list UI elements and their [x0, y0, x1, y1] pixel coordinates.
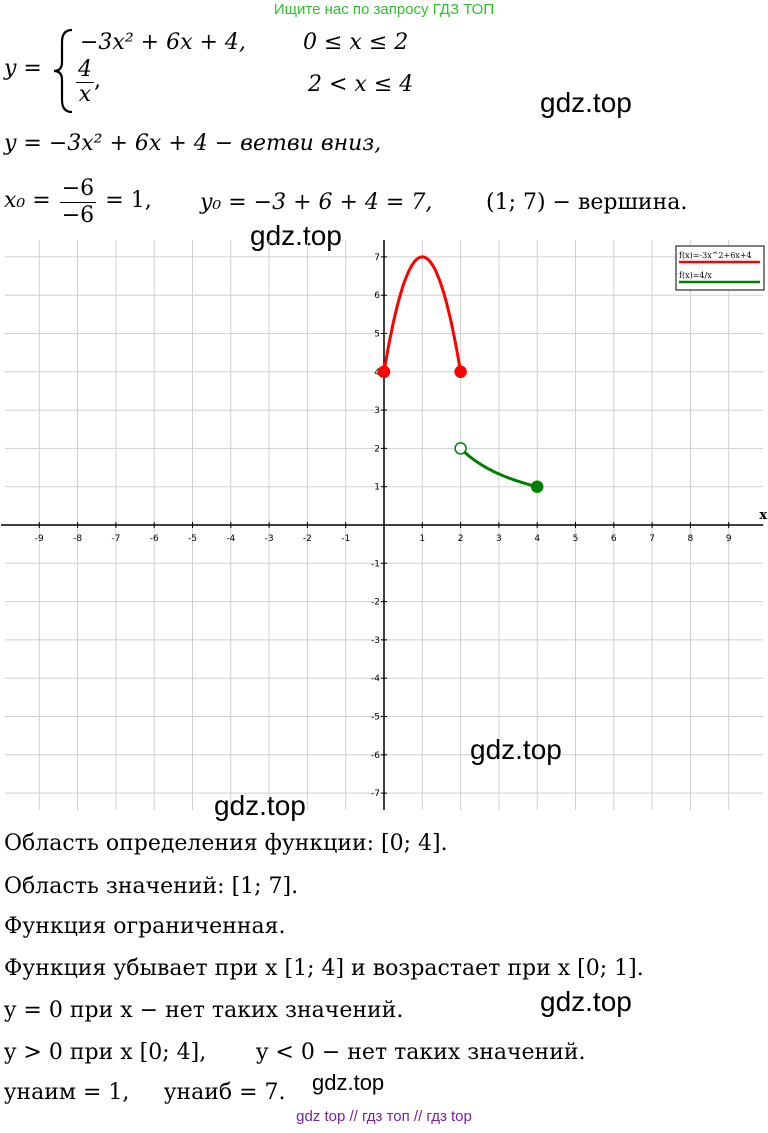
x-tick-label: 2 [458, 534, 464, 544]
y-tick-label: -7 [371, 789, 380, 799]
x-tick-label: -9 [35, 534, 44, 544]
x-tick-label: -5 [188, 534, 197, 544]
monotonic-line: Функция убывает при x [1; 4] и возрастае… [4, 956, 644, 981]
series-point [454, 365, 467, 379]
legend-label: f(x)=4/x [679, 271, 712, 280]
piecewise-lhs: y = [4, 56, 42, 81]
y-tick-label: -6 [371, 751, 380, 761]
x-tick-label: 8 [688, 534, 694, 544]
case2-condition: 2 < x ≤ 4 [308, 72, 414, 97]
y-tick-label: -2 [371, 598, 380, 608]
case2-numerator: 4 [76, 57, 94, 83]
x-tick-label: -8 [73, 534, 82, 544]
range-line: Область значений: [1; 7]. [4, 874, 299, 899]
x-tick-label: 5 [573, 534, 579, 544]
y0-expression: y₀ = −3 + 6 + 4 = 7, [200, 190, 433, 215]
series-point [454, 442, 467, 455]
y-tick-label: 3 [374, 406, 380, 416]
x-tick-label: -3 [265, 534, 274, 544]
y-tick-label: 6 [374, 291, 380, 301]
zeros-line: y = 0 при x − нет таких значений. [4, 998, 404, 1023]
series-line-2 [459, 447, 538, 489]
y-tick-label: -5 [371, 713, 380, 723]
watermark-1: gdz.top [540, 87, 632, 118]
top-banner: Ищите нас по запросу ГДЗ ТОП [273, 1, 495, 18]
vertex-point: (1; 7) − вершина. [486, 190, 688, 215]
domain-line: Область определения функции: [0; 4]. [4, 831, 448, 856]
x-tick-label: -6 [150, 534, 159, 544]
x-tick-label: -7 [111, 534, 120, 544]
x-tick-label: 4 [534, 534, 540, 544]
footer-links: gdz top // гдз топ // гдз top [296, 1108, 472, 1125]
y-tick-label: -3 [371, 636, 380, 646]
ymax-line: yнаиб = 7. [164, 1080, 286, 1105]
x-tick-label: -4 [226, 534, 235, 544]
case1-condition: 0 ≤ x ≤ 2 [303, 30, 409, 55]
x-tick-label: 7 [649, 534, 655, 544]
vertex-line: x₀ = −6 −6 = 1, [4, 176, 152, 229]
x-tick-label: 6 [611, 534, 617, 544]
case2-denominator: x [78, 82, 92, 107]
sign-positive-line: y > 0 при x [0; 4], [4, 1040, 207, 1065]
x-tick-label: -2 [303, 534, 312, 544]
x-axis-label: x [759, 508, 767, 523]
x0-numerator: −6 [59, 176, 97, 203]
x-tick-label: -1 [341, 534, 350, 544]
parabola-line: y = −3x² + 6x + 4 − ветви вниз, [4, 131, 382, 156]
sign-negative-line: y < 0 − нет таких значений. [256, 1040, 586, 1065]
x-tick-label: 1 [419, 534, 425, 544]
watermark-3: gdz.top [470, 734, 562, 765]
function-graph: xy-9-8-7-6-5-4-3-2-1123456789987654321-1… [1, 240, 767, 810]
x0-lhs: x₀ = [4, 188, 51, 213]
case2-fraction: 4 x , [76, 57, 101, 107]
watermark-5: gdz.top [540, 986, 632, 1017]
legend-label: f(x)=-3x^2+6x+4 [679, 251, 752, 260]
watermark-2: gdz.top [250, 220, 342, 251]
watermark-6: gdz.top [312, 1070, 385, 1095]
series-point [377, 365, 391, 379]
piecewise-brace [53, 28, 73, 114]
bounded-line: Функция ограниченная. [4, 914, 286, 939]
series-line-1 [382, 255, 463, 373]
series-point [530, 480, 544, 493]
x0-denominator: −6 [61, 203, 95, 228]
y-tick-label: 2 [374, 444, 380, 454]
watermark-4: gdz.top [214, 790, 306, 821]
x-tick-label: 3 [496, 534, 502, 544]
y-tick-label: 4 [374, 368, 380, 378]
y-tick-label: 7 [374, 253, 380, 263]
y-tick-label: 5 [374, 330, 380, 340]
ymin-line: yнаим = 1, [4, 1080, 130, 1105]
y-tick-label: 1 [374, 483, 380, 493]
x-tick-label: 9 [726, 534, 732, 544]
y-tick-label: -4 [371, 674, 380, 684]
case1-expression: −3x² + 6x + 4, [80, 30, 246, 55]
y-tick-label: -1 [371, 559, 380, 569]
x0-rhs: = 1, [105, 188, 152, 213]
